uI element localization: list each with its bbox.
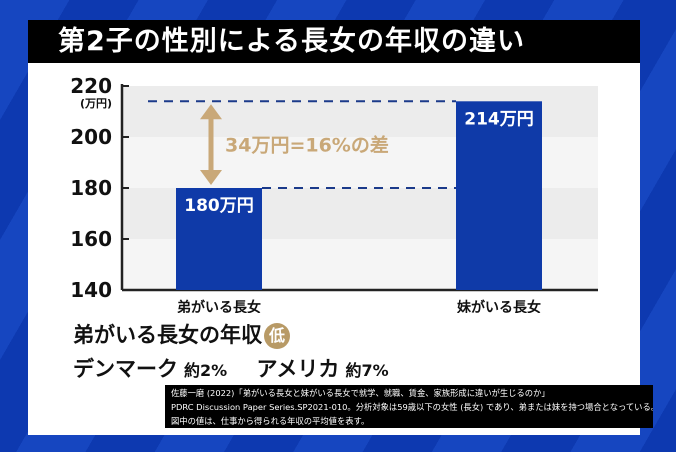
bar-data-label: 180万円 — [184, 196, 254, 216]
y-tick-label: 160 — [70, 227, 112, 251]
chart-card: 140 160 180 200 220 (万円) 180万円弟がいる長女 214万円妹がいる長… — [28, 63, 640, 435]
country-denmark: デンマーク — [73, 357, 178, 381]
bar — [176, 188, 262, 290]
y-unit-label: (万円) — [80, 97, 112, 110]
arrow-down-icon — [200, 170, 222, 185]
low-badge: 低 — [264, 323, 290, 349]
country-usa: アメリカ — [256, 357, 340, 381]
summary-countries: デンマーク 約2% アメリカ 約7% — [73, 353, 389, 383]
pct-denmark: 約2% — [184, 361, 228, 380]
pct-usa: 約7% — [345, 361, 389, 380]
source-note: 佐藤一磨 (2022)「弟がいる長女と妹がいる長女で就学、就職、賃金、家族形成に… — [165, 385, 653, 428]
summary-text: 弟がいる長女の年収 — [73, 323, 262, 347]
source-line-3: 図中の値は、仕事から得られる年収の平均値を表す。 — [171, 416, 370, 426]
arrow-up-icon — [200, 104, 222, 120]
y-tick-label: 200 — [70, 125, 112, 149]
y-tick-label: 220 — [70, 74, 112, 98]
source-line-1: 佐藤一磨 (2022)「弟がいる長女と妹がいる長女で就学、就職、賃金、家族形成に… — [171, 388, 550, 398]
bar-data-label: 214万円 — [464, 109, 534, 129]
y-tick-label: 180 — [70, 176, 112, 200]
bar — [456, 101, 542, 290]
source-line-2: PDRC Discussion Paper Series.SP2021-010。… — [171, 402, 653, 412]
difference-annotation: 34万円=16%の差 — [225, 134, 389, 157]
x-category-label: 妹がいる長女 — [456, 299, 541, 313]
summary-heading: 弟がいる長女の年収低 — [73, 319, 290, 349]
y-tick-label: 140 — [70, 278, 112, 302]
x-category-label: 弟がいる長女 — [177, 299, 261, 313]
chart-title: 第2子の性別による長女の年収の違い — [28, 20, 640, 63]
